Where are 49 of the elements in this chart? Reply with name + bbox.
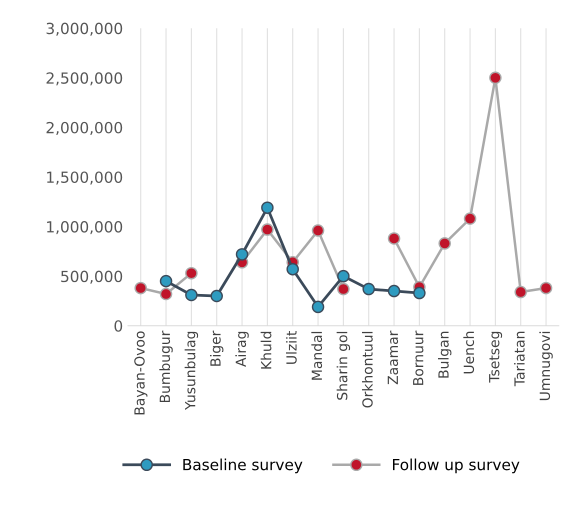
point [312,300,324,314]
x-tick-label: Bornuur [413,330,424,385]
y-tick-label: 1,000,000 [47,221,122,234]
y-tick-label: 1,500,000 [47,171,122,185]
point [312,224,324,237]
x-tick-label: Ulziit [286,330,297,364]
y-tick-label: 0 [114,320,122,332]
y-tick-label: 500,000 [61,270,122,284]
point [514,286,527,298]
point [185,288,198,302]
point [210,290,223,302]
y-tick-label: 2,500,000 [46,72,122,86]
point [236,248,248,261]
point [160,288,172,300]
x-tick-label: Yusunbulag [184,332,198,410]
x-tick-label: Biger [210,330,224,366]
x-tick-label: Sharin gol [336,332,350,400]
x-tick-label: Tsetseg [489,332,502,383]
y-tick-label: 3,000,000 [46,22,122,36]
point [286,262,299,276]
point [362,282,375,296]
point [337,270,350,282]
point [261,223,274,236]
point [185,266,198,280]
x-tick-label: Airag [235,332,249,367]
x-tick-label: Orkhontuul [362,332,373,408]
x-tick-label: Zaamar [388,330,398,384]
x-tick-label: Umnugovi [539,332,553,400]
x-tick-label: Mandal [311,332,322,380]
point [489,72,502,84]
legend-label: Follow up survey [392,458,520,474]
point [388,232,400,245]
x-tick-label: Uench [463,332,474,374]
point [438,237,451,250]
point [134,282,147,294]
x-tick-label: Bumbugur [159,330,173,402]
x-tick-label: Bulgan [438,332,452,378]
point [337,282,350,296]
x-tick-label: Bayan-Ovoo [134,331,148,414]
x-tick-label: Khuld [260,332,272,369]
point [413,286,426,300]
legend-label: Baseline survey [183,458,302,474]
point [261,201,274,214]
x-tick-label: Tariatan [514,332,525,386]
point [540,282,552,294]
point [388,284,400,298]
y-tick-label: 2,000,000 [46,122,122,135]
point [464,212,476,225]
point [160,274,172,288]
